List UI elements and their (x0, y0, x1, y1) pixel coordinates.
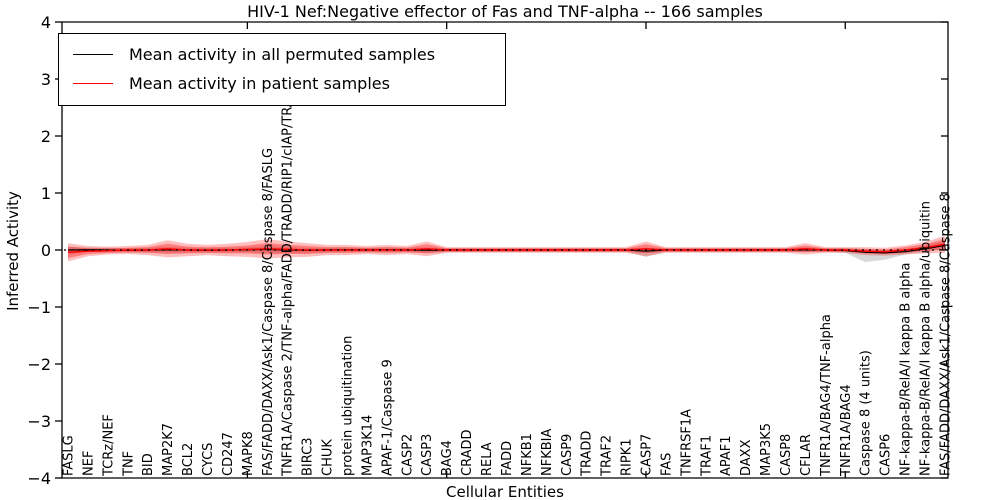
x-category-label: FAS/FADD/DAXX/Ask1/Caspase 8/Caspase 8/F… (261, 148, 276, 476)
y-tick-label: 3 (41, 70, 51, 89)
legend-line-permuted-icon (73, 54, 113, 55)
x-category-label: BCL2 (181, 443, 196, 476)
x-category-label: FASLG (62, 435, 77, 476)
y-tick-label: 4 (41, 13, 51, 32)
y-tick-label: 0 (41, 241, 51, 260)
x-category-label: MAP3K5 (759, 423, 774, 476)
y-tick-label: 1 (41, 184, 51, 203)
legend-label-patient: Mean activity in patient samples (129, 74, 390, 93)
x-category-label: CASP3 (420, 434, 435, 476)
x-category-label: CD247 (221, 432, 236, 476)
x-category-label: NFKB1 (520, 433, 535, 476)
x-category-label: NF-kappa-B/RelA/I kappa B alpha (899, 263, 914, 476)
legend-line-patient-icon (73, 83, 113, 84)
x-category-label: TNFRSF1A (679, 409, 694, 477)
y-tick-label: −1 (27, 298, 51, 317)
x-category-label: NFKBIA (540, 429, 555, 476)
x-category-label: TRAF1 (699, 435, 714, 477)
y-tick-label: −2 (27, 355, 51, 374)
x-category-label: CYCS (201, 443, 216, 476)
x-axis-label: Cellular Entities (446, 483, 564, 500)
x-category-label: MAP3K14 (360, 415, 375, 476)
x-category-label: CHUK (321, 439, 336, 476)
x-category-label: Caspase 8 (4 units) (859, 350, 874, 476)
x-category-label: CRADD (460, 430, 475, 477)
x-category-label: RELA (480, 442, 495, 476)
chart-title: HIV-1 Nef:Negative effector of Fas and T… (247, 2, 763, 21)
x-category-label: APAF-1/Caspase 9 (380, 359, 395, 476)
permuted-band (68, 240, 945, 262)
legend-label-permuted: Mean activity in all permuted samples (129, 45, 436, 64)
x-category-label: NF-kappa-B/RelA/I kappa B alpha/ubiquiti… (918, 201, 933, 476)
y-tick-label: 2 (41, 127, 51, 146)
x-category-label: BAG4 (440, 440, 455, 476)
x-category-label: TNFR1A/Caspase 2/TNF-alpha/FADD/TRADD/RI… (281, 37, 296, 477)
x-category-label: FADD (500, 441, 515, 476)
x-category-label: TRAF2 (600, 435, 615, 477)
y-tick-label: −3 (27, 412, 51, 431)
x-category-label: BID (141, 453, 156, 476)
x-category-label: TNF (121, 451, 136, 477)
x-category-label: APAF1 (719, 435, 734, 476)
x-category-label: TNFR1A/BAG4 (839, 384, 854, 477)
x-category-label: CASP6 (879, 434, 894, 476)
x-category-label: MAP2K7 (161, 423, 176, 476)
patient-band-inner (68, 239, 945, 258)
x-category-label: MAPK8 (241, 431, 256, 476)
patient-band-outer (68, 235, 945, 262)
x-category-label: CASP9 (560, 434, 575, 476)
x-category-label: DAXX (739, 439, 754, 476)
x-category-label: protein ubiquitination (341, 336, 356, 476)
x-category-label: CASP7 (639, 434, 654, 476)
x-category-label: FAS/FADD/DAXX/Ask1/Caspase 8/Caspase 8 (938, 193, 953, 476)
x-category-label: BIRC3 (301, 438, 316, 477)
y-tick-label: −4 (27, 469, 51, 488)
x-category-label: FAS (659, 453, 674, 476)
x-category-label: NEF (81, 451, 96, 476)
x-category-label: CASP8 (779, 434, 794, 476)
x-category-label: TRADD (580, 431, 595, 477)
x-category-label: TNFR1A/BAG4/TNF-alpha (819, 314, 834, 477)
x-category-label: CFLAR (799, 434, 814, 476)
legend-item-permuted: Mean activity in all permuted samples (73, 40, 495, 69)
legend-item-patient: Mean activity in patient samples (73, 69, 495, 98)
x-category-label: TCRz/NEF (101, 414, 116, 477)
x-category-label: CASP2 (400, 434, 415, 476)
legend: Mean activity in all permuted samples Me… (58, 33, 506, 106)
x-category-label: RIPK1 (620, 438, 635, 476)
